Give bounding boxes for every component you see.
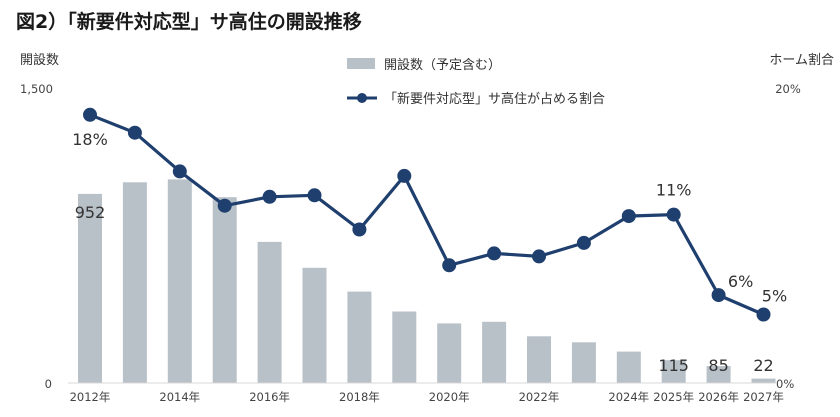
bar-2027 bbox=[751, 378, 776, 383]
x-tick-2024: 2024年 bbox=[608, 390, 649, 404]
line-point-2020 bbox=[442, 258, 457, 273]
legend: 開設数（予定含む） 「新要件対応型」サ高住が占める割合 bbox=[347, 57, 605, 107]
line-point-2025 bbox=[666, 207, 681, 222]
bar-2026 bbox=[706, 366, 731, 383]
x-tick-2022: 2022年 bbox=[519, 390, 560, 404]
line-label-2027: 5% bbox=[762, 287, 787, 306]
line-point-2017 bbox=[307, 188, 322, 203]
data-labels: 952 115 85 22 18% 11% 6% 5% bbox=[72, 130, 787, 375]
x-tick-2018: 2018年 bbox=[339, 390, 380, 404]
right-axis-tick-bottom: 0% bbox=[776, 377, 794, 391]
legend-bar-label: 開設数（予定含む） bbox=[384, 57, 501, 73]
line-point-2018 bbox=[352, 222, 367, 237]
line-point-2023 bbox=[576, 235, 591, 250]
line-label-2012: 18% bbox=[72, 130, 108, 149]
bar-2017 bbox=[302, 267, 327, 383]
line-label-2026: 6% bbox=[728, 272, 753, 291]
x-tick-2016: 2016年 bbox=[249, 390, 290, 404]
bar-label-2012: 952 bbox=[75, 203, 106, 222]
line-point-2024 bbox=[621, 209, 636, 224]
bar-label-2027: 22 bbox=[753, 356, 773, 375]
x-tick-2027: 2027年 bbox=[743, 390, 784, 404]
left-axis-tick-top: 1,500 bbox=[20, 82, 53, 96]
bar-label-2025: 115 bbox=[658, 356, 689, 375]
bar-2022 bbox=[527, 336, 551, 383]
line-series-group bbox=[83, 107, 771, 322]
bar-2013 bbox=[122, 182, 147, 383]
line-point-2014 bbox=[172, 164, 187, 179]
bar-2015 bbox=[212, 197, 237, 383]
bar-2019 bbox=[392, 311, 417, 383]
bar-2016 bbox=[257, 241, 282, 383]
left-axis-tick-bottom: 0 bbox=[45, 377, 52, 391]
ratio-line bbox=[89, 113, 765, 316]
line-point-2027 bbox=[756, 307, 771, 322]
right-axis-title: ホーム割合 bbox=[769, 52, 834, 68]
right-axis-tick-top: 20% bbox=[775, 82, 801, 96]
left-axis-title: 開設数 bbox=[20, 52, 59, 68]
bar-label-2026: 85 bbox=[708, 356, 728, 375]
bar-2024 bbox=[616, 351, 641, 383]
x-tick-2025: 2025年 bbox=[653, 390, 694, 404]
bar-group bbox=[78, 179, 776, 383]
line-point-2013 bbox=[127, 125, 142, 140]
line-point-2015 bbox=[217, 198, 232, 213]
bar-2014 bbox=[167, 179, 192, 383]
bar-2025 bbox=[661, 360, 686, 383]
x-tick-2026: 2026年 bbox=[698, 390, 739, 404]
bar-2021 bbox=[482, 321, 507, 383]
x-tick-2012: 2012年 bbox=[70, 390, 111, 404]
line-point-2021 bbox=[487, 246, 502, 261]
legend-bar-swatch bbox=[347, 58, 375, 69]
line-point-2016 bbox=[262, 189, 277, 204]
line-label-2025: 11% bbox=[656, 181, 692, 200]
legend-line-label: 「新要件対応型」サ高住が占める割合 bbox=[384, 91, 605, 107]
line-point-2026 bbox=[711, 288, 726, 303]
line-point-2012 bbox=[83, 107, 97, 122]
x-tick-2014: 2014年 bbox=[159, 390, 200, 404]
line-point-2019 bbox=[397, 168, 412, 183]
bar-2020 bbox=[437, 323, 462, 383]
bar-2023 bbox=[571, 342, 596, 383]
x-tick-2020: 2020年 bbox=[429, 390, 470, 404]
legend-line-marker bbox=[357, 93, 367, 103]
chart-title: 図2）「新要件対応型」サ高住の開設推移 bbox=[16, 10, 362, 33]
bar-2012 bbox=[78, 193, 102, 383]
line-point-2022 bbox=[532, 249, 546, 264]
x-axis-ticks: 2012年 2014年 2016年 2018年 2020年 2022年 2024年 2025年… bbox=[70, 390, 784, 404]
bar-2018 bbox=[347, 291, 372, 383]
